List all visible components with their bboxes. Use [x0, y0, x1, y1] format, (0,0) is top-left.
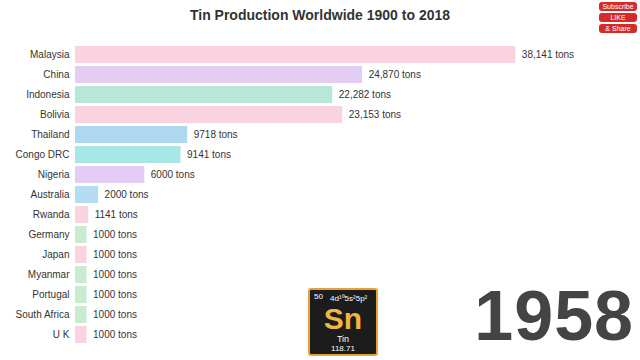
html-text:118.71: 118.71	[331, 344, 355, 353]
svg-text:1000 tons: 1000 tons	[93, 249, 137, 260]
svg-text:Malaysia: Malaysia	[30, 49, 70, 60]
svg-text:1000 tons: 1000 tons	[93, 229, 137, 240]
svg-text:1000 tons: 1000 tons	[93, 329, 137, 340]
html-text:Tin Production Worldwide 1900: Tin Production Worldwide 1900 to 2018	[190, 7, 450, 23]
svg-text:South Africa: South Africa	[16, 309, 70, 320]
svg-text:Congo DRC: Congo DRC	[16, 149, 70, 160]
svg-text:1000 tons: 1000 tons	[93, 289, 137, 300]
svg-text:1000 tons: 1000 tons	[93, 309, 137, 320]
svg-text:China: China	[43, 69, 70, 80]
svg-text:1000 tons: 1000 tons	[93, 269, 137, 280]
svg-text:9718 tons: 9718 tons	[194, 129, 238, 140]
html-text:50: 50	[314, 292, 323, 301]
svg-text:Rwanda: Rwanda	[33, 209, 70, 220]
svg-text:Indonesia: Indonesia	[26, 89, 70, 100]
html-text:& Share: & Share	[605, 25, 631, 32]
html-text:Tin: Tin	[336, 334, 350, 344]
html-text:4d¹⁰5s²5p²: 4d¹⁰5s²5p²	[330, 294, 368, 303]
html-text:LIKE: LIKE	[610, 14, 626, 21]
svg-text:Japan: Japan	[42, 249, 69, 260]
svg-text:Germany: Germany	[28, 229, 69, 240]
svg-text:Portugal: Portugal	[32, 289, 69, 300]
svg-text:U K: U K	[53, 329, 70, 340]
svg-text:2000 tons: 2000 tons	[105, 189, 149, 200]
html-text:Sn: Sn	[323, 302, 363, 335]
svg-text:Australia: Australia	[31, 189, 70, 200]
svg-text:6000 tons: 6000 tons	[151, 169, 195, 180]
svg-text:Myanmar: Myanmar	[28, 269, 70, 280]
svg-text:Nigeria: Nigeria	[38, 169, 70, 180]
svg-text:Bolivia: Bolivia	[40, 109, 70, 120]
svg-text:38,141 tons: 38,141 tons	[522, 49, 574, 60]
html-text:1958: 1958	[474, 277, 634, 355]
svg-text:23,153 tons: 23,153 tons	[349, 109, 401, 120]
svg-text:24,870 tons: 24,870 tons	[369, 69, 421, 80]
svg-text:Thailand: Thailand	[31, 129, 69, 140]
svg-text:9141 tons: 9141 tons	[187, 149, 231, 160]
svg-text:22,282 tons: 22,282 tons	[339, 89, 391, 100]
svg-text:1141 tons: 1141 tons	[95, 209, 138, 220]
html-text:Subscribe: Subscribe	[602, 3, 634, 10]
